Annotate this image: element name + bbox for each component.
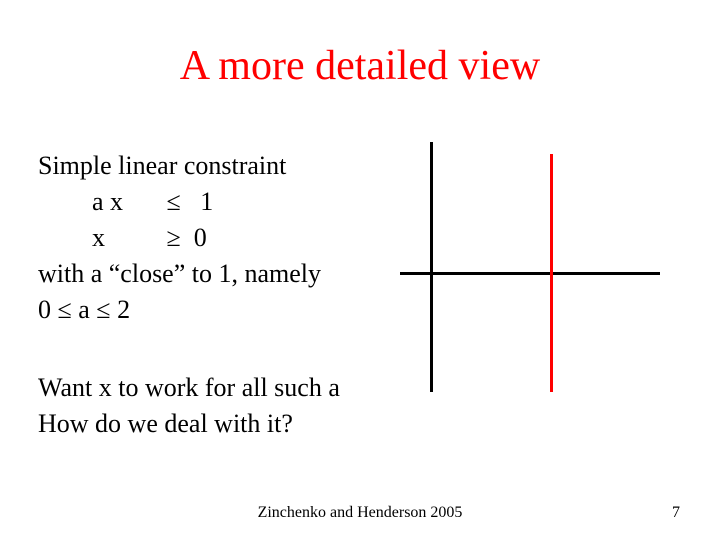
constraint-intro: Simple linear constraint <box>38 148 286 184</box>
y-axis-line <box>430 142 433 392</box>
footer-page-number: 7 <box>672 504 680 522</box>
constraint-2-op: ≥ <box>167 223 181 252</box>
constraint-1-op: ≤ <box>167 187 181 216</box>
constraint-1-lhs: a x <box>92 184 160 220</box>
constraint-1: a x ≤ 1 <box>92 184 213 220</box>
close-to-1: with a “close” to 1, namely <box>38 256 321 292</box>
how-deal: How do we deal with it? <box>38 406 293 442</box>
slide-title: A more detailed view <box>0 42 720 90</box>
a-range: 0 ≤ a ≤ 2 <box>38 292 130 328</box>
constraint-2-rhs: 0 <box>194 223 207 252</box>
highlight-line <box>550 154 553 392</box>
footer-citation: Zinchenko and Henderson 2005 <box>0 504 720 522</box>
constraint-2: x ≥ 0 <box>92 220 207 256</box>
constraint-2-lhs: x <box>92 220 160 256</box>
x-axis-line <box>400 272 660 275</box>
want-x: Want x to work for all such a <box>38 370 340 406</box>
constraint-1-rhs: 1 <box>200 187 213 216</box>
